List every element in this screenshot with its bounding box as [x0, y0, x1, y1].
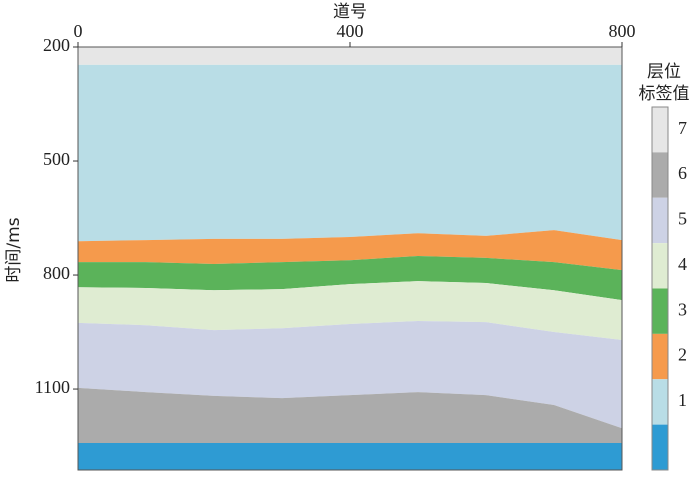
colorbar-swatch — [652, 379, 668, 425]
y-tick-label: 200 — [43, 35, 70, 55]
colorbar-title: 标签值 — [639, 84, 690, 104]
colorbar-label: 2 — [678, 345, 687, 365]
layer — [78, 281, 622, 341]
colorbar-label: 1 — [678, 390, 687, 410]
y-axis-label: 时间/ms — [4, 217, 24, 282]
colorbar-label: 4 — [678, 254, 687, 274]
colorbar-swatch — [652, 197, 668, 244]
layer — [78, 387, 622, 444]
colorbar-swatch — [652, 288, 668, 334]
colorbar-swatch — [652, 152, 668, 198]
layer — [78, 443, 622, 470]
colorbar-swatch — [652, 243, 668, 289]
x-tick-label: 400 — [337, 21, 364, 41]
x-axis-label: 道号 — [333, 2, 367, 22]
y-tick-label: 800 — [43, 263, 70, 283]
layer — [78, 64, 622, 242]
colorbar-label: 3 — [678, 299, 687, 319]
colorbar-frame — [651, 106, 669, 471]
colorbar-swatch — [652, 333, 668, 380]
colorbar-swatch — [652, 107, 668, 153]
y-tick-label: 1100 — [35, 377, 70, 397]
colorbar-swatch — [652, 424, 668, 470]
layer — [78, 230, 622, 271]
x-tick-label: 800 — [609, 21, 636, 41]
y-tick-label: 500 — [43, 149, 70, 169]
colorbar-label: 7 — [678, 118, 687, 138]
layer — [78, 47, 622, 65]
layer — [78, 256, 622, 301]
x-tick-label: 0 — [74, 21, 83, 41]
colorbar-title: 层位 — [647, 62, 681, 82]
colorbar-label: 5 — [678, 209, 687, 229]
layer — [78, 321, 622, 429]
colorbar-label: 6 — [678, 163, 687, 183]
